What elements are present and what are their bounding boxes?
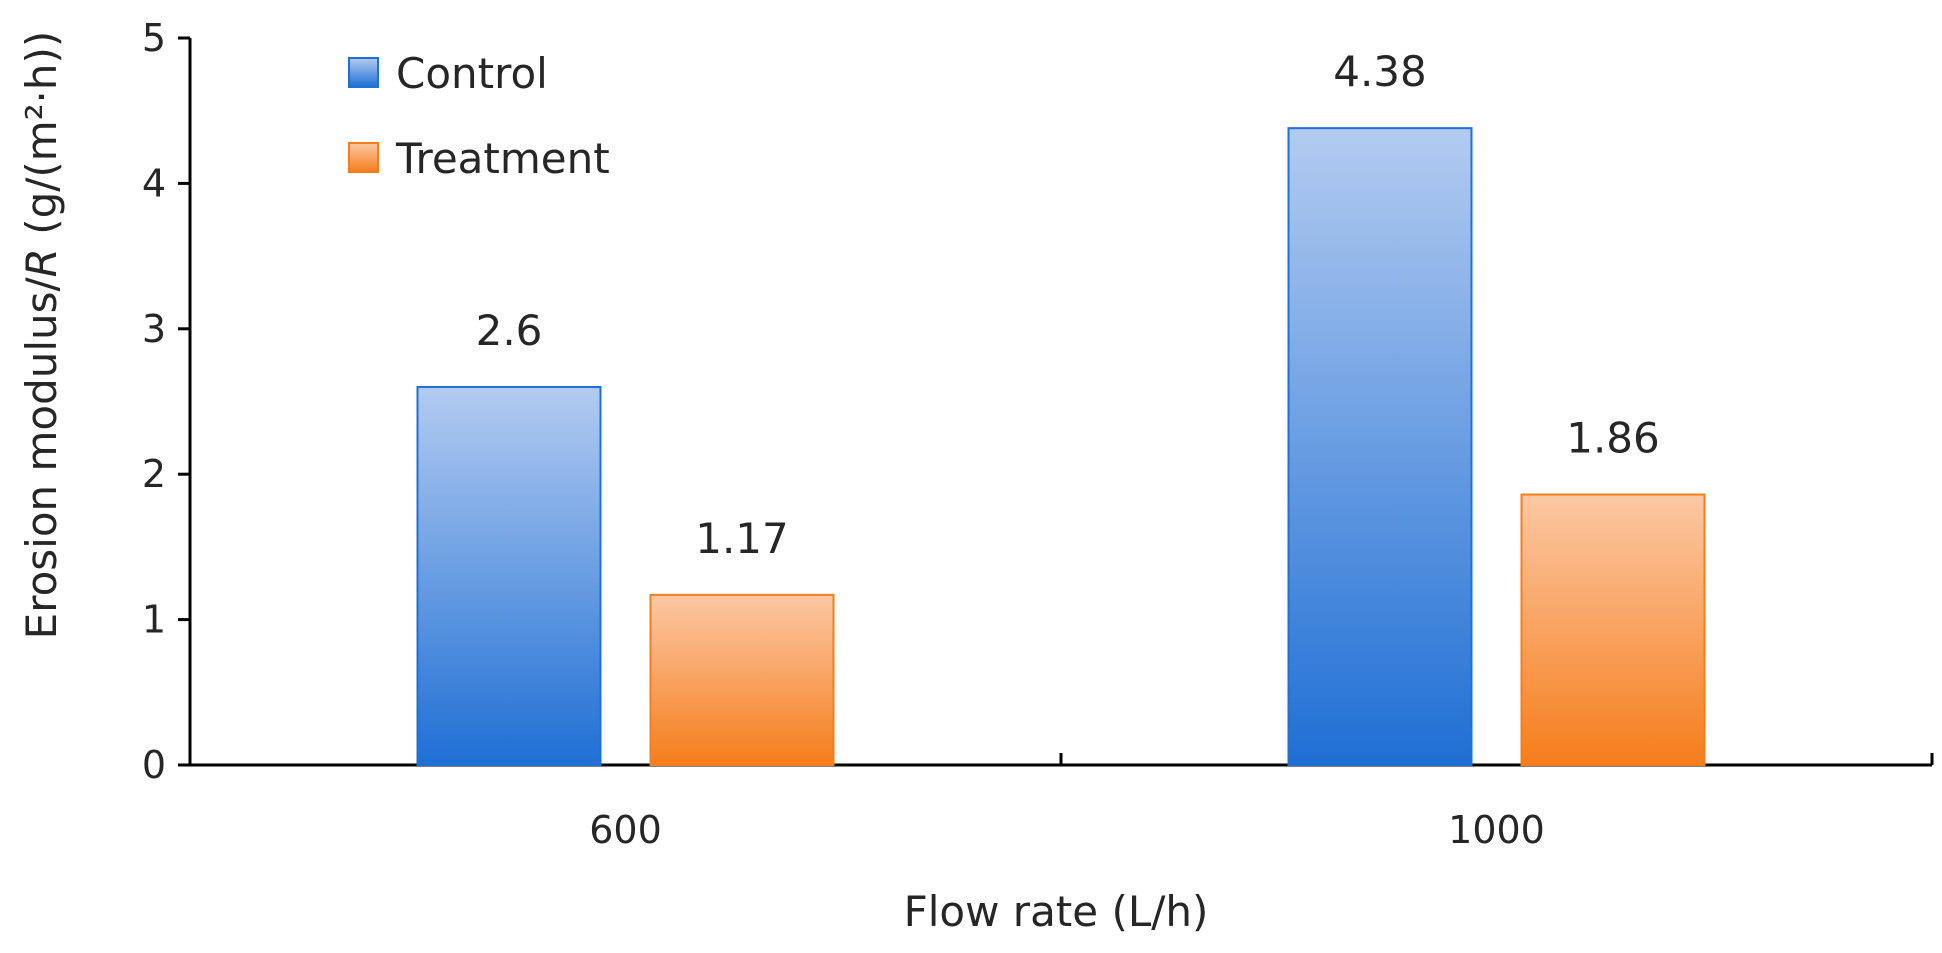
data-label-treatment-1000: 1.86 [1566, 414, 1660, 463]
bar-control-1000 [1287, 127, 1473, 766]
x-tick-label: 1000 [1448, 808, 1545, 852]
y-axis-title: Erosion modulus/R (g/(m²·h)) [17, 31, 66, 640]
y-tick-label: 2 [142, 452, 166, 496]
data-label-treatment-600: 1.17 [695, 514, 789, 563]
data-labels: 2.6 1.17 4.38 1.86 [476, 47, 1660, 563]
y-axis-title-symbol: R [17, 248, 66, 277]
legend-swatch-treatment [348, 142, 379, 173]
bar-treatment-1000 [1520, 493, 1706, 766]
x-axis: 600 1000 [188, 753, 1934, 852]
data-label-control-1000: 4.38 [1333, 47, 1427, 96]
x-axis-title: Flow rate (L/h) [904, 887, 1209, 936]
legend-swatch-control [348, 57, 379, 88]
legend: Control Treatment [348, 49, 610, 183]
legend-label-treatment: Treatment [395, 134, 610, 183]
legend-label-control: Control [396, 49, 548, 98]
y-tick-label: 4 [142, 161, 166, 205]
data-label-control-600: 2.6 [476, 306, 543, 355]
y-axis: 0 1 2 3 4 5 [142, 16, 192, 787]
bar-control-600 [416, 385, 602, 766]
x-tick-label: 600 [589, 808, 662, 852]
y-tick-label: 0 [142, 743, 166, 787]
y-axis-title-unit: (g/(m²·h)) [17, 31, 66, 248]
bars [416, 127, 1706, 767]
y-tick-label: 3 [142, 307, 166, 351]
bar-treatment-600 [649, 593, 835, 767]
y-tick-label: 1 [142, 598, 166, 642]
y-axis-title-prefix: Erosion modulus/ [17, 276, 66, 639]
y-tick-label: 5 [142, 16, 166, 60]
